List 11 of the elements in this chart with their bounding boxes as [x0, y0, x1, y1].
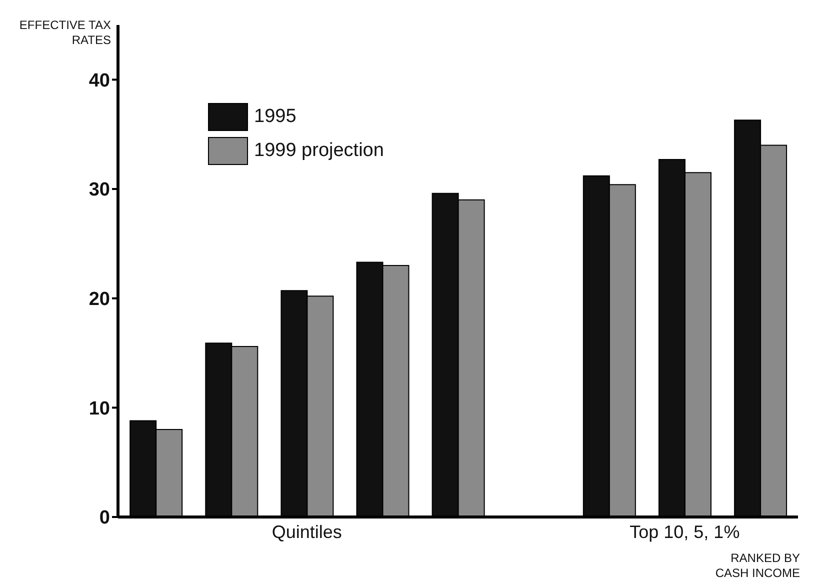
- y-tick-label: 30: [88, 180, 110, 201]
- x-tick-label: Top 10, 5, 1%: [630, 522, 740, 542]
- y-tick-label: 40: [88, 70, 110, 92]
- y-tick-label: 0: [99, 508, 110, 529]
- y-axis-title: EFFECTIVE TAX RATES: [18, 18, 111, 48]
- x-axis-title: RANKED BY CASH INCOME: [714, 551, 800, 581]
- y-tick-label: 20: [88, 289, 110, 310]
- legend-label: 1999 projection: [254, 140, 384, 162]
- y-tick-label: 10: [88, 398, 110, 420]
- legend-label: 1995: [254, 106, 296, 128]
- x-tick-label: Quintiles: [272, 522, 342, 542]
